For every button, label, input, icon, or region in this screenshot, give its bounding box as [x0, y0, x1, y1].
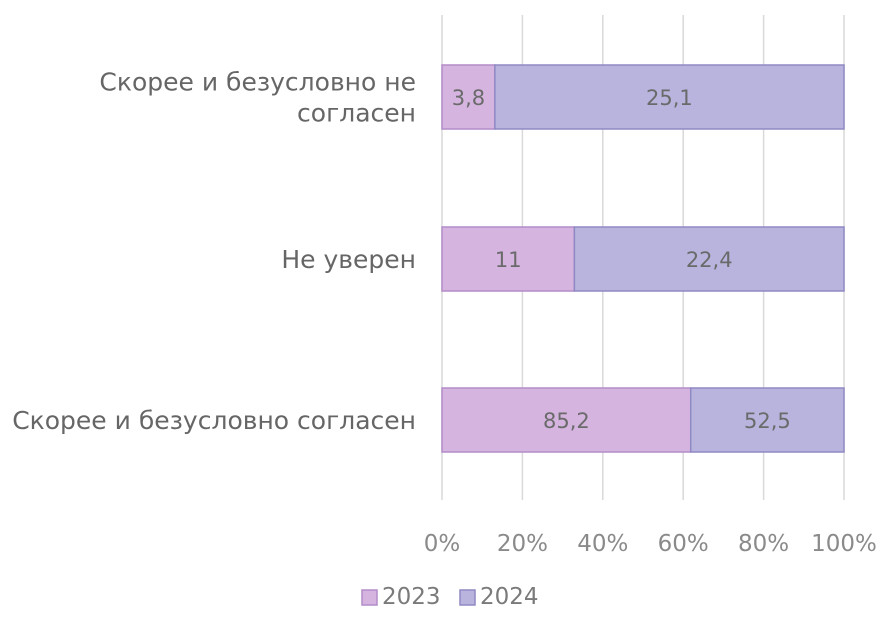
bar-2024 — [689, 387, 845, 453]
legend-swatch-2024 — [459, 589, 476, 606]
data-label: 22,4 — [686, 248, 733, 272]
x-axis-tick-labels: 0% 20% 40% 60% 80% 100% — [424, 531, 877, 557]
category-label: Скорее и безусловно не согласен — [99, 68, 416, 128]
x-tick-label: 80% — [738, 531, 789, 557]
x-tick-label: 0% — [424, 531, 461, 557]
data-label: 11 — [495, 248, 522, 272]
x-tick-label: 100% — [811, 531, 877, 557]
data-label: 25,1 — [646, 86, 693, 110]
x-tick-label: 60% — [658, 531, 709, 557]
legend-label-2024: 2024 — [480, 584, 539, 610]
category-label: Скорее и безусловно согласен — [12, 406, 416, 435]
x-tick-label: 20% — [497, 531, 548, 557]
bar-2024 — [494, 64, 845, 130]
bars — [441, 64, 845, 453]
bar-2023 — [441, 64, 496, 130]
data-label: 3,8 — [452, 86, 485, 110]
data-label: 52,5 — [744, 409, 791, 433]
data-label: 85,2 — [543, 409, 590, 433]
legend-label-2023: 2023 — [382, 584, 441, 610]
category-labels: Скорее и безусловно не согласен Не уверен С… — [12, 68, 416, 436]
x-tick-label: 40% — [577, 531, 628, 557]
category-label: Не уверен — [281, 245, 416, 274]
legend-swatch-2023 — [361, 589, 378, 606]
bar-2024 — [573, 226, 845, 292]
bar-2023 — [441, 387, 692, 453]
legend: 2023 2024 — [361, 584, 539, 610]
data-labels: 3,8 25,1 11 22,4 85,2 52,5 — [452, 86, 791, 433]
